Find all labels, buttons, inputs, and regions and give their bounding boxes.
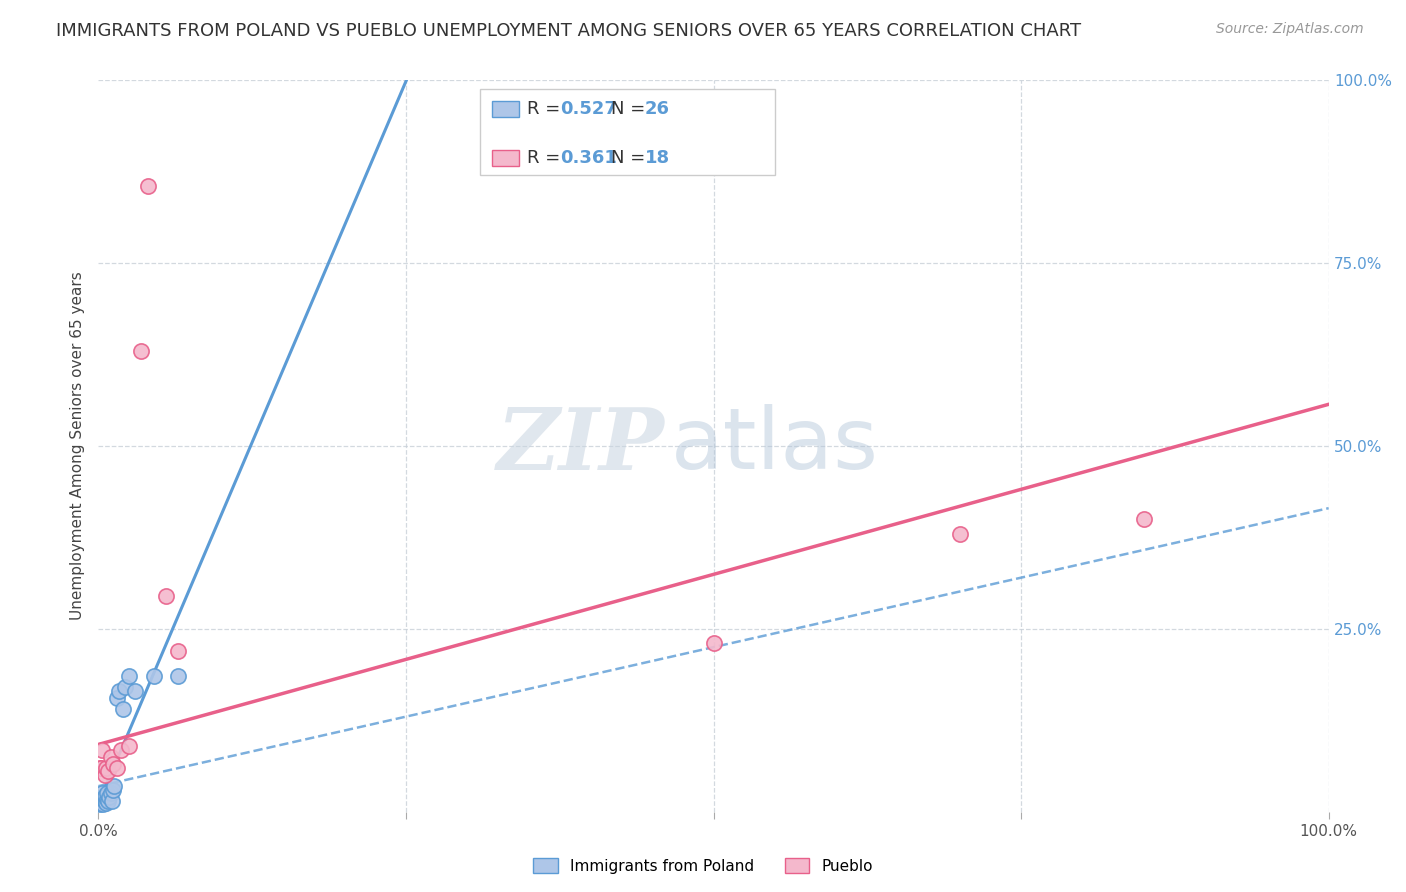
Point bbox=[108, 684, 131, 698]
Point bbox=[155, 589, 177, 603]
Point bbox=[167, 669, 190, 683]
Point bbox=[96, 787, 118, 801]
Point bbox=[112, 702, 135, 716]
Point bbox=[94, 761, 117, 775]
Point bbox=[97, 764, 120, 779]
Point bbox=[118, 739, 141, 753]
Point bbox=[105, 691, 128, 706]
Legend: Immigrants from Poland, Pueblo: Immigrants from Poland, Pueblo bbox=[527, 852, 879, 880]
Point bbox=[100, 749, 122, 764]
Text: Source: ZipAtlas.com: Source: ZipAtlas.com bbox=[1216, 22, 1364, 37]
Point bbox=[89, 761, 111, 775]
Point bbox=[167, 644, 190, 658]
Text: N =: N = bbox=[612, 149, 651, 167]
Bar bbox=[492, 101, 519, 117]
Point bbox=[90, 790, 112, 805]
Text: 26: 26 bbox=[645, 100, 669, 118]
Point bbox=[94, 796, 117, 810]
Point bbox=[124, 684, 146, 698]
Point bbox=[114, 681, 136, 695]
Point bbox=[105, 761, 128, 775]
Text: atlas: atlas bbox=[671, 404, 879, 488]
Point bbox=[110, 742, 132, 756]
Point bbox=[91, 794, 114, 808]
Text: 18: 18 bbox=[645, 149, 669, 167]
Point bbox=[703, 636, 725, 650]
Point bbox=[93, 789, 115, 803]
Text: R =: R = bbox=[527, 100, 565, 118]
Point bbox=[101, 794, 124, 808]
Point bbox=[1133, 512, 1156, 526]
FancyBboxPatch shape bbox=[479, 89, 775, 176]
Point bbox=[97, 794, 120, 808]
Point bbox=[91, 787, 114, 801]
Point bbox=[136, 179, 159, 194]
Text: ZIP: ZIP bbox=[496, 404, 665, 488]
Point bbox=[118, 669, 141, 683]
Point bbox=[93, 794, 115, 808]
Point bbox=[93, 797, 115, 812]
Point bbox=[103, 779, 125, 793]
Y-axis label: Unemployment Among Seniors over 65 years: Unemployment Among Seniors over 65 years bbox=[70, 272, 86, 620]
Point bbox=[949, 526, 972, 541]
Point bbox=[90, 796, 112, 810]
Point bbox=[91, 742, 114, 756]
Point bbox=[90, 761, 112, 775]
Point bbox=[142, 669, 165, 683]
Text: 0.361: 0.361 bbox=[560, 149, 617, 167]
Text: N =: N = bbox=[612, 100, 651, 118]
Point bbox=[100, 787, 122, 801]
Text: R =: R = bbox=[527, 149, 565, 167]
Text: IMMIGRANTS FROM POLAND VS PUEBLO UNEMPLOYMENT AMONG SENIORS OVER 65 YEARS CORREL: IMMIGRANTS FROM POLAND VS PUEBLO UNEMPLO… bbox=[56, 22, 1081, 40]
Point bbox=[93, 791, 115, 805]
Text: 0.527: 0.527 bbox=[560, 100, 617, 118]
Point bbox=[103, 782, 125, 797]
Point bbox=[93, 768, 115, 782]
Bar bbox=[492, 150, 519, 166]
Point bbox=[89, 797, 111, 812]
Point bbox=[131, 343, 153, 358]
Point bbox=[98, 790, 121, 805]
Point bbox=[96, 791, 118, 805]
Point bbox=[103, 757, 125, 772]
